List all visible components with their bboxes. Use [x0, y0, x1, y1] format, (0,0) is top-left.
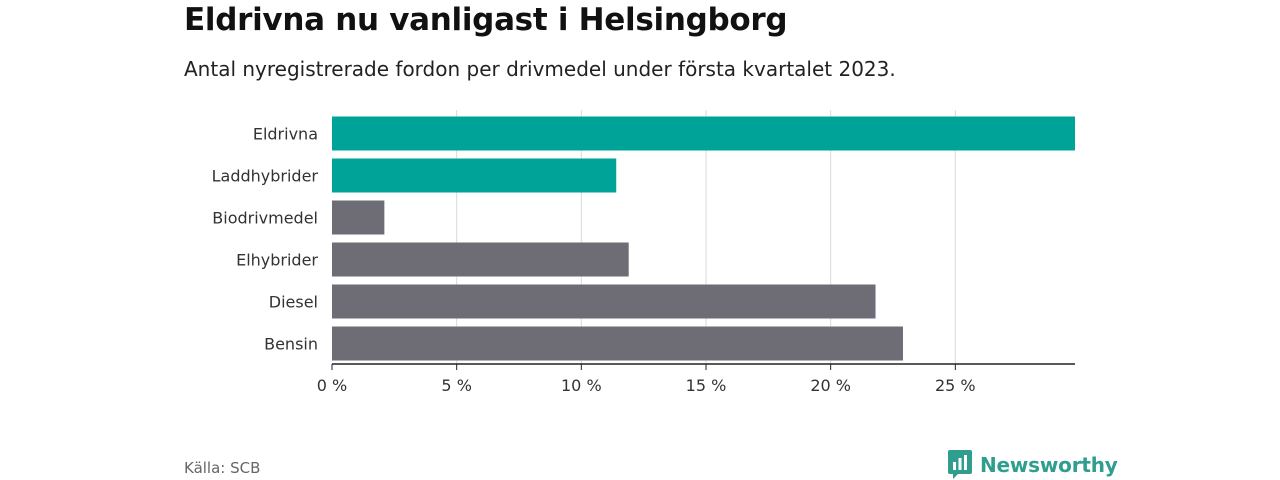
- bar: [332, 284, 876, 319]
- brand-logo: Newsworthy: [948, 450, 1118, 479]
- category-label: Diesel: [269, 293, 318, 312]
- bar: [332, 158, 617, 193]
- category-label: Eldrivna: [253, 125, 318, 144]
- x-tick-label: 25 %: [935, 376, 976, 395]
- x-tick-label: 10 %: [561, 376, 602, 395]
- x-tick-label: 15 %: [686, 376, 727, 395]
- bar: [332, 242, 629, 277]
- category-label: Biodrivmedel: [212, 209, 318, 228]
- category-label: Laddhybrider: [212, 167, 319, 186]
- x-tick-label: 0 %: [317, 376, 347, 395]
- chart-subtitle: Antal nyregistrerade fordon per drivmede…: [184, 57, 896, 81]
- brand-name: Newsworthy: [980, 452, 1118, 477]
- newsworthy-logo-icon: [948, 450, 972, 479]
- bar: [332, 326, 903, 361]
- category-label: Bensin: [264, 335, 318, 354]
- chart-title: Eldrivna nu vanligast i Helsingborg: [184, 2, 788, 38]
- x-tick-label: 20 %: [810, 376, 851, 395]
- bar: [332, 200, 385, 235]
- category-label: Elhybrider: [236, 251, 318, 270]
- x-tick-label: 5 %: [441, 376, 471, 395]
- source-note: Källa: SCB: [184, 459, 261, 477]
- bar: [332, 116, 1075, 151]
